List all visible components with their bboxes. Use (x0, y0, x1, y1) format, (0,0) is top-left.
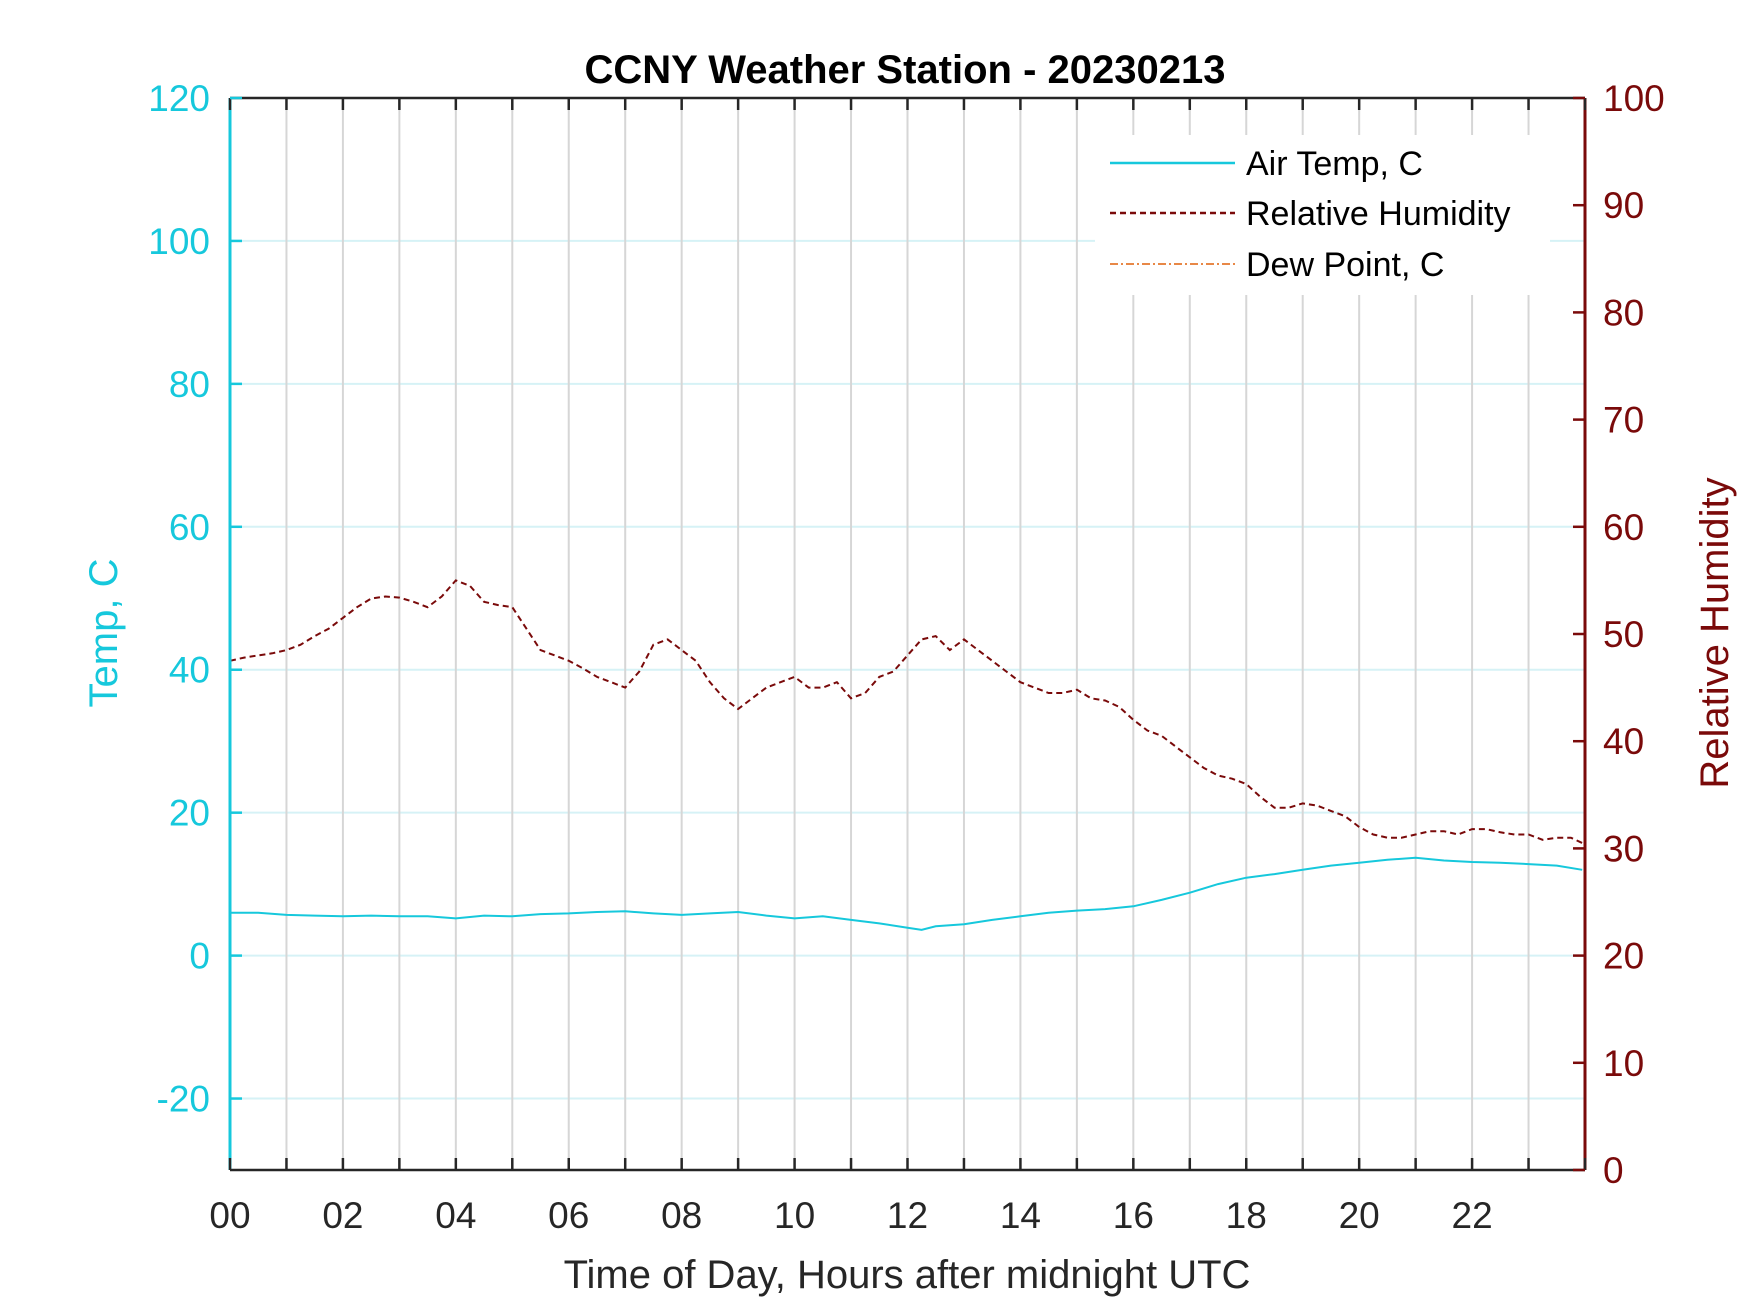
x-tick-label: 02 (322, 1195, 363, 1236)
x-tick-label: 18 (1226, 1195, 1267, 1236)
tick-labels: 00 02 04 06 08 10 12 14 16 18 20 22-200204060801001… (148, 78, 1664, 1236)
right-y-tick-label: 80 (1603, 292, 1644, 333)
legend-label-air-temp: Air Temp, C (1246, 145, 1423, 183)
x-tick-label: 04 (435, 1195, 476, 1236)
grid (230, 97, 1585, 1170)
legend-box (1095, 135, 1550, 295)
left-y-tick-label: 80 (169, 364, 210, 405)
legend-label-relative-humidity: Relative Humidity (1246, 195, 1511, 233)
x-tick-label: 14 (1000, 1195, 1041, 1236)
legend-label-dew-point: Dew Point, C (1246, 246, 1444, 284)
x-tick-label: 06 (548, 1195, 589, 1236)
left-y-axis-label: Temp, C (82, 559, 126, 708)
right-y-tick-label: 0 (1603, 1150, 1624, 1191)
series-line-0 (230, 856, 1583, 931)
right-y-tick-label: 40 (1603, 721, 1644, 762)
left-y-tick-label: 0 (189, 936, 210, 977)
axes (228, 96, 1587, 1172)
left-y-tick-label: -20 (157, 1079, 210, 1120)
x-axis-label: Time of Day, Hours after midnight UTC (564, 1253, 1251, 1297)
right-y-tick-label: 10 (1603, 1043, 1644, 1084)
right-y-tick-label: 60 (1603, 507, 1644, 548)
right-y-tick-label: 50 (1603, 614, 1644, 655)
right-y-tick-label: 20 (1603, 936, 1644, 977)
right-y-tick-label: 100 (1603, 78, 1665, 119)
right-y-tick-label: 30 (1603, 828, 1644, 869)
x-tick-label: 00 (209, 1195, 250, 1236)
x-tick-label: 16 (1113, 1195, 1154, 1236)
legend: Air Temp, C Relative Humidity Dew Point,… (1095, 135, 1550, 295)
left-y-tick-label: 60 (169, 507, 210, 548)
x-tick-label: 10 (774, 1195, 815, 1236)
right-y-axis-label: Relative Humidity (1693, 477, 1737, 788)
x-tick-label: 22 (1452, 1195, 1493, 1236)
left-y-tick-label: 120 (148, 78, 210, 119)
plot-series (229, 579, 1583, 931)
x-tick-label: 08 (661, 1195, 702, 1236)
right-y-tick-label: 90 (1603, 185, 1644, 226)
x-tick-label: 12 (887, 1195, 928, 1236)
right-y-tick-label: 70 (1603, 400, 1644, 441)
x-tick-label: 20 (1339, 1195, 1380, 1236)
left-y-tick-label: 100 (148, 221, 210, 262)
left-y-tick-label: 40 (169, 650, 210, 691)
chart-title: CCNY Weather Station - 20230213 (585, 48, 1226, 92)
series-line-1 (229, 579, 1583, 844)
left-y-tick-label: 20 (169, 793, 210, 834)
